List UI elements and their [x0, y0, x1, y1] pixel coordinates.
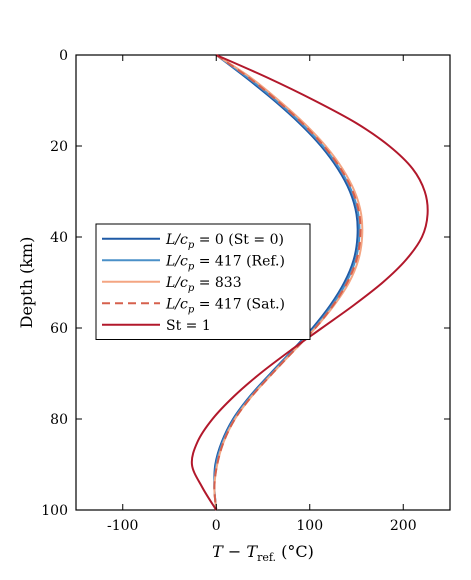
- plot-frame: [75, 54, 451, 511]
- legend-label-1: L/cp = 417 (Ref.): [165, 253, 285, 272]
- x-axis-label-main: T − T: [212, 542, 258, 561]
- legend-label-0: L/cp = 0 (St = 0): [165, 232, 284, 251]
- series-line-4: [190, 54, 429, 511]
- y-tick-label: 40: [50, 230, 68, 246]
- legend-label-4: St = 1: [166, 318, 211, 334]
- x-tick-label: 100: [296, 518, 323, 534]
- y-tick-label: 100: [41, 503, 68, 519]
- legend-label-2: L/cp = 833: [165, 275, 242, 294]
- series-layer: [190, 54, 429, 511]
- legend: L/cp = 0 (St = 0) L/cp = 417 (Ref.) L/cp =…: [95, 223, 311, 340]
- y-tick-label: 80: [50, 412, 68, 428]
- y-tick-label: 20: [50, 139, 68, 155]
- y-tick-label: 60: [50, 321, 68, 337]
- x-tick-label: -100: [107, 518, 138, 534]
- x-axis-label-unit: (°C): [276, 542, 314, 561]
- x-axis-label: T − Tref. (°C): [212, 542, 314, 564]
- y-axis-label: Depth (km): [17, 237, 36, 329]
- legend-label-3: L/cp = 417 (Sat.): [165, 296, 285, 315]
- ticks-layer: -100 0 100 200 0 20 40 60 80 100: [41, 48, 450, 534]
- x-tick-label: 0: [212, 518, 221, 534]
- y-tick-label: 0: [59, 48, 68, 64]
- series-line-3: [213, 54, 362, 511]
- x-tick-label: 200: [390, 518, 417, 534]
- plot-axes-box: [75, 54, 451, 511]
- x-axis-label-sub: ref.: [257, 551, 276, 564]
